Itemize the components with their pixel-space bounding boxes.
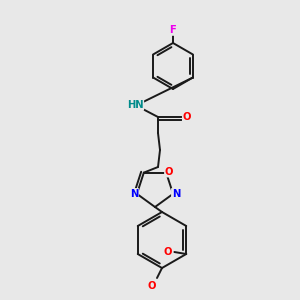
Text: O: O (164, 247, 172, 257)
Text: N: N (172, 189, 180, 199)
Text: F: F (169, 25, 176, 35)
Text: O: O (183, 112, 191, 122)
Text: HN: HN (127, 100, 143, 110)
Text: O: O (165, 167, 173, 177)
Text: N: N (130, 189, 138, 199)
Text: O: O (148, 281, 156, 291)
